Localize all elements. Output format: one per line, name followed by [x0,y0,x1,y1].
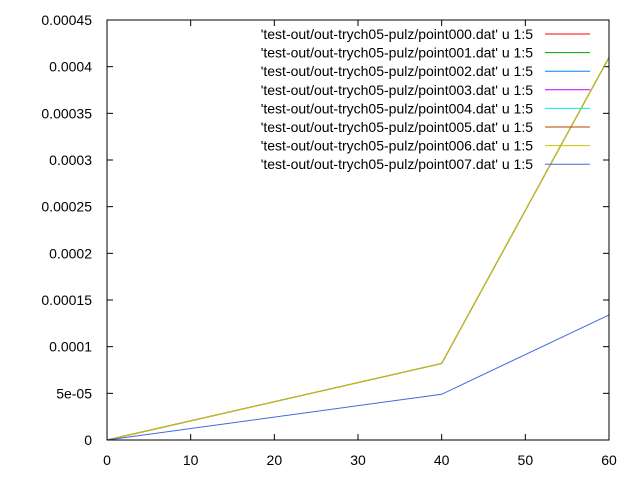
legend: 'test-out/out-trych05-pulz/point000.dat'… [261,26,590,172]
y-tick-label: 0.00035 [41,105,92,121]
legend-label-2: 'test-out/out-trych05-pulz/point002.dat'… [261,63,534,79]
axis-ticks: 0 10 20 30 40 50 60 0 5e-05 0.0001 0.00015 0.0002 0.… [41,12,617,468]
legend-label-7: 'test-out/out-trych05-pulz/point007.dat'… [261,156,534,172]
legend-label-4: 'test-out/out-trych05-pulz/point004.dat'… [261,100,534,116]
y-tick-label: 5e-05 [56,385,92,401]
x-tick-label: 40 [434,452,450,468]
x-tick-label: 50 [518,452,534,468]
legend-label-0: 'test-out/out-trych05-pulz/point000.dat'… [261,26,534,42]
series-line-6 [106,57,610,441]
y-tick-label: 0.0003 [49,152,92,168]
series-line-7 [106,314,610,441]
legend-label-3: 'test-out/out-trych05-pulz/point003.dat'… [261,82,534,98]
y-tick-label: 0.00015 [41,292,92,308]
y-tick-label: 0.00025 [41,199,92,215]
plot-frame [106,19,610,441]
legend-label-5: 'test-out/out-trych05-pulz/point005.dat'… [261,119,534,135]
legend-label-6: 'test-out/out-trych05-pulz/point006.dat'… [261,138,534,154]
plot-series [106,57,610,441]
x-tick-label: 20 [267,452,283,468]
y-tick-label: 0.00045 [41,12,92,28]
y-tick-label: 0.0004 [49,59,92,75]
legend-label-1: 'test-out/out-trych05-pulz/point001.dat'… [261,45,534,61]
x-tick-label: 30 [350,452,366,468]
y-tick-label: 0.0002 [49,245,92,261]
x-tick-label: 0 [103,452,111,468]
x-tick-label: 10 [183,452,199,468]
x-tick-label: 60 [601,452,617,468]
y-tick-label: 0.0001 [49,339,92,355]
y-tick-label: 0 [84,432,92,448]
